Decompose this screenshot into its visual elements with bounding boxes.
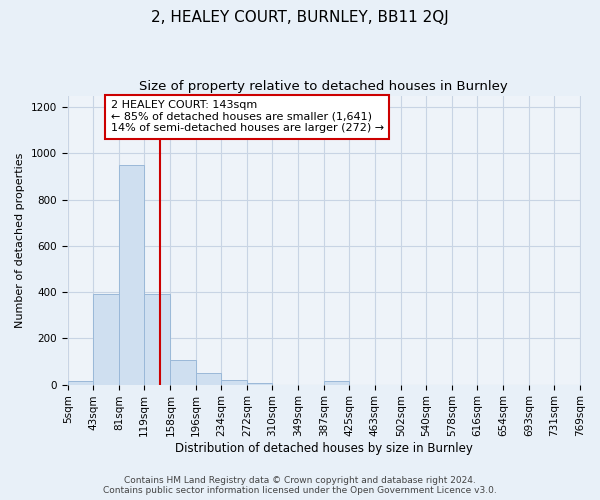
Bar (68, 381, 94, 384)
Title: Size of property relative to detached houses in Burnley: Size of property relative to detached ho… (139, 80, 508, 93)
Text: 2, HEALEY COURT, BURNLEY, BB11 2QJ: 2, HEALEY COURT, BURNLEY, BB11 2QJ (151, 10, 449, 25)
Y-axis label: Number of detached properties: Number of detached properties (15, 152, 25, 328)
Text: Contains HM Land Registry data © Crown copyright and database right 2024.
Contai: Contains HM Land Registry data © Crown c… (103, 476, 497, 495)
Bar (170, 360, 196, 384)
Bar (324, 381, 349, 384)
Bar (119, 165, 144, 384)
Bar (94, 294, 119, 384)
Bar (221, 380, 247, 384)
Bar (247, 382, 272, 384)
Bar (196, 373, 221, 384)
X-axis label: Distribution of detached houses by size in Burnley: Distribution of detached houses by size … (175, 442, 473, 455)
Bar (144, 294, 170, 384)
Text: 2 HEALEY COURT: 143sqm
← 85% of detached houses are smaller (1,641)
14% of semi-: 2 HEALEY COURT: 143sqm ← 85% of detached… (111, 100, 384, 134)
